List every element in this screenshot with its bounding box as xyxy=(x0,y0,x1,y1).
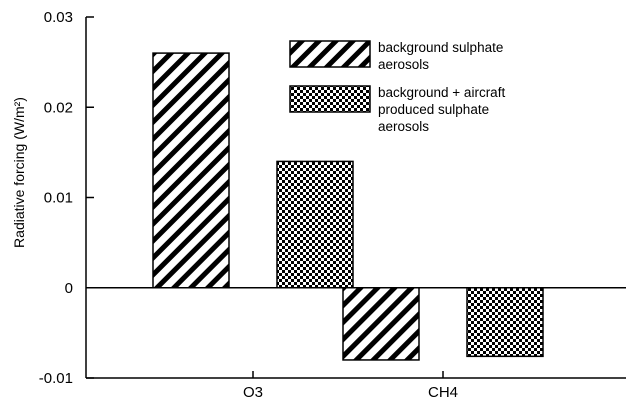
legend: background sulphate aerosols background + … xyxy=(289,40,505,134)
bar-ch4-series-1 xyxy=(342,287,420,361)
y-tick-label: 0.02 xyxy=(44,99,73,116)
bar-o3-series-1 xyxy=(152,52,230,289)
x-tick-label: CH4 xyxy=(428,384,458,401)
legend-entry: background sulphate aerosols xyxy=(378,40,503,72)
legend-entry: background + aircraft produced sulphate ae… xyxy=(378,85,505,134)
legend-swatch xyxy=(289,40,371,68)
y-tick-label: 0 xyxy=(65,280,73,297)
legend-swatch xyxy=(289,85,371,113)
bar-ch4-series-2 xyxy=(466,287,544,358)
y-axis: -0.01 0 0.01 0.02 0.03 xyxy=(39,9,94,387)
bars xyxy=(152,52,544,361)
y-tick-label: -0.01 xyxy=(39,370,73,387)
bar-o3-series-2 xyxy=(276,160,354,289)
y-tick-label: 0.03 xyxy=(44,9,73,26)
x-tick-label: O3 xyxy=(243,384,263,401)
y-tick-label: 0.01 xyxy=(44,190,73,207)
y-axis-label: Radiative forcing (W/m²) xyxy=(11,97,27,248)
